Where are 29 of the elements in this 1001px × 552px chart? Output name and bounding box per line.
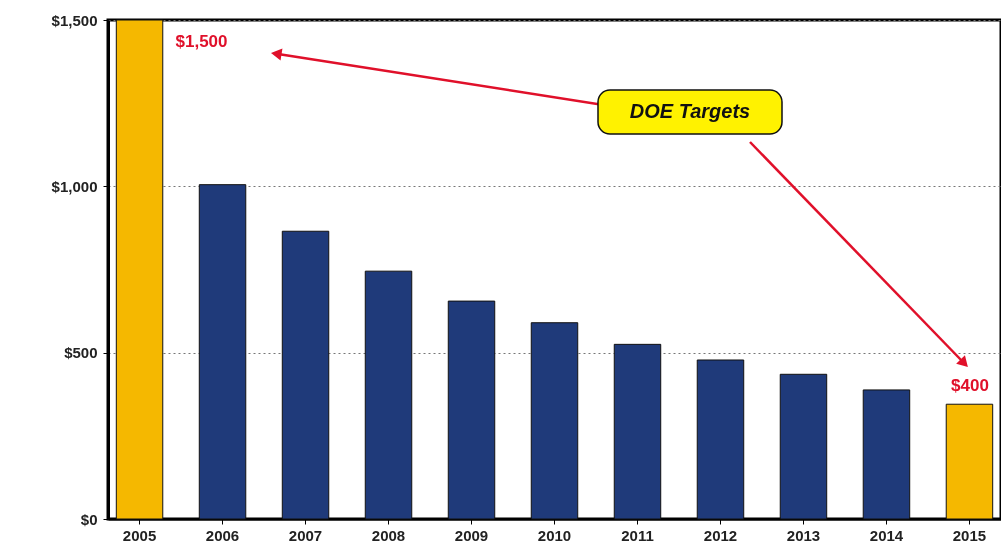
annotation: DOE Targets (629, 100, 751, 122)
x-tick-label: 2011 (621, 526, 654, 544)
bar (198, 184, 247, 520)
x-tick-label: 2006 (205, 526, 240, 544)
x-tick-label: 2008 (371, 526, 406, 544)
bar (447, 300, 496, 520)
bar (945, 403, 994, 520)
y-tick-label: $1,000 (51, 177, 98, 195)
bar (530, 322, 579, 520)
x-tick-label: 2015 (952, 526, 987, 544)
x-tick-label: 2013 (786, 526, 821, 544)
bar (115, 19, 164, 520)
y-tick-label: $1,500 (51, 11, 98, 29)
bar (281, 230, 330, 520)
annotation: $1,500 (175, 32, 228, 51)
x-tick-label: 2014 (869, 526, 904, 544)
x-tick-label: 2009 (454, 526, 489, 544)
x-tick-label: 2007 (288, 526, 323, 544)
y-tick-label: $500 (64, 344, 98, 362)
x-tick-label: 2012 (703, 526, 738, 544)
bar (779, 373, 828, 520)
y-tick-label: $0 (80, 510, 98, 528)
bar (613, 343, 662, 520)
x-tick-label: 2005 (122, 526, 157, 544)
bar (364, 270, 413, 520)
x-tick-label: 2010 (537, 526, 572, 544)
bar (862, 389, 911, 520)
bar (696, 359, 745, 520)
annotation: $400 (951, 376, 989, 395)
